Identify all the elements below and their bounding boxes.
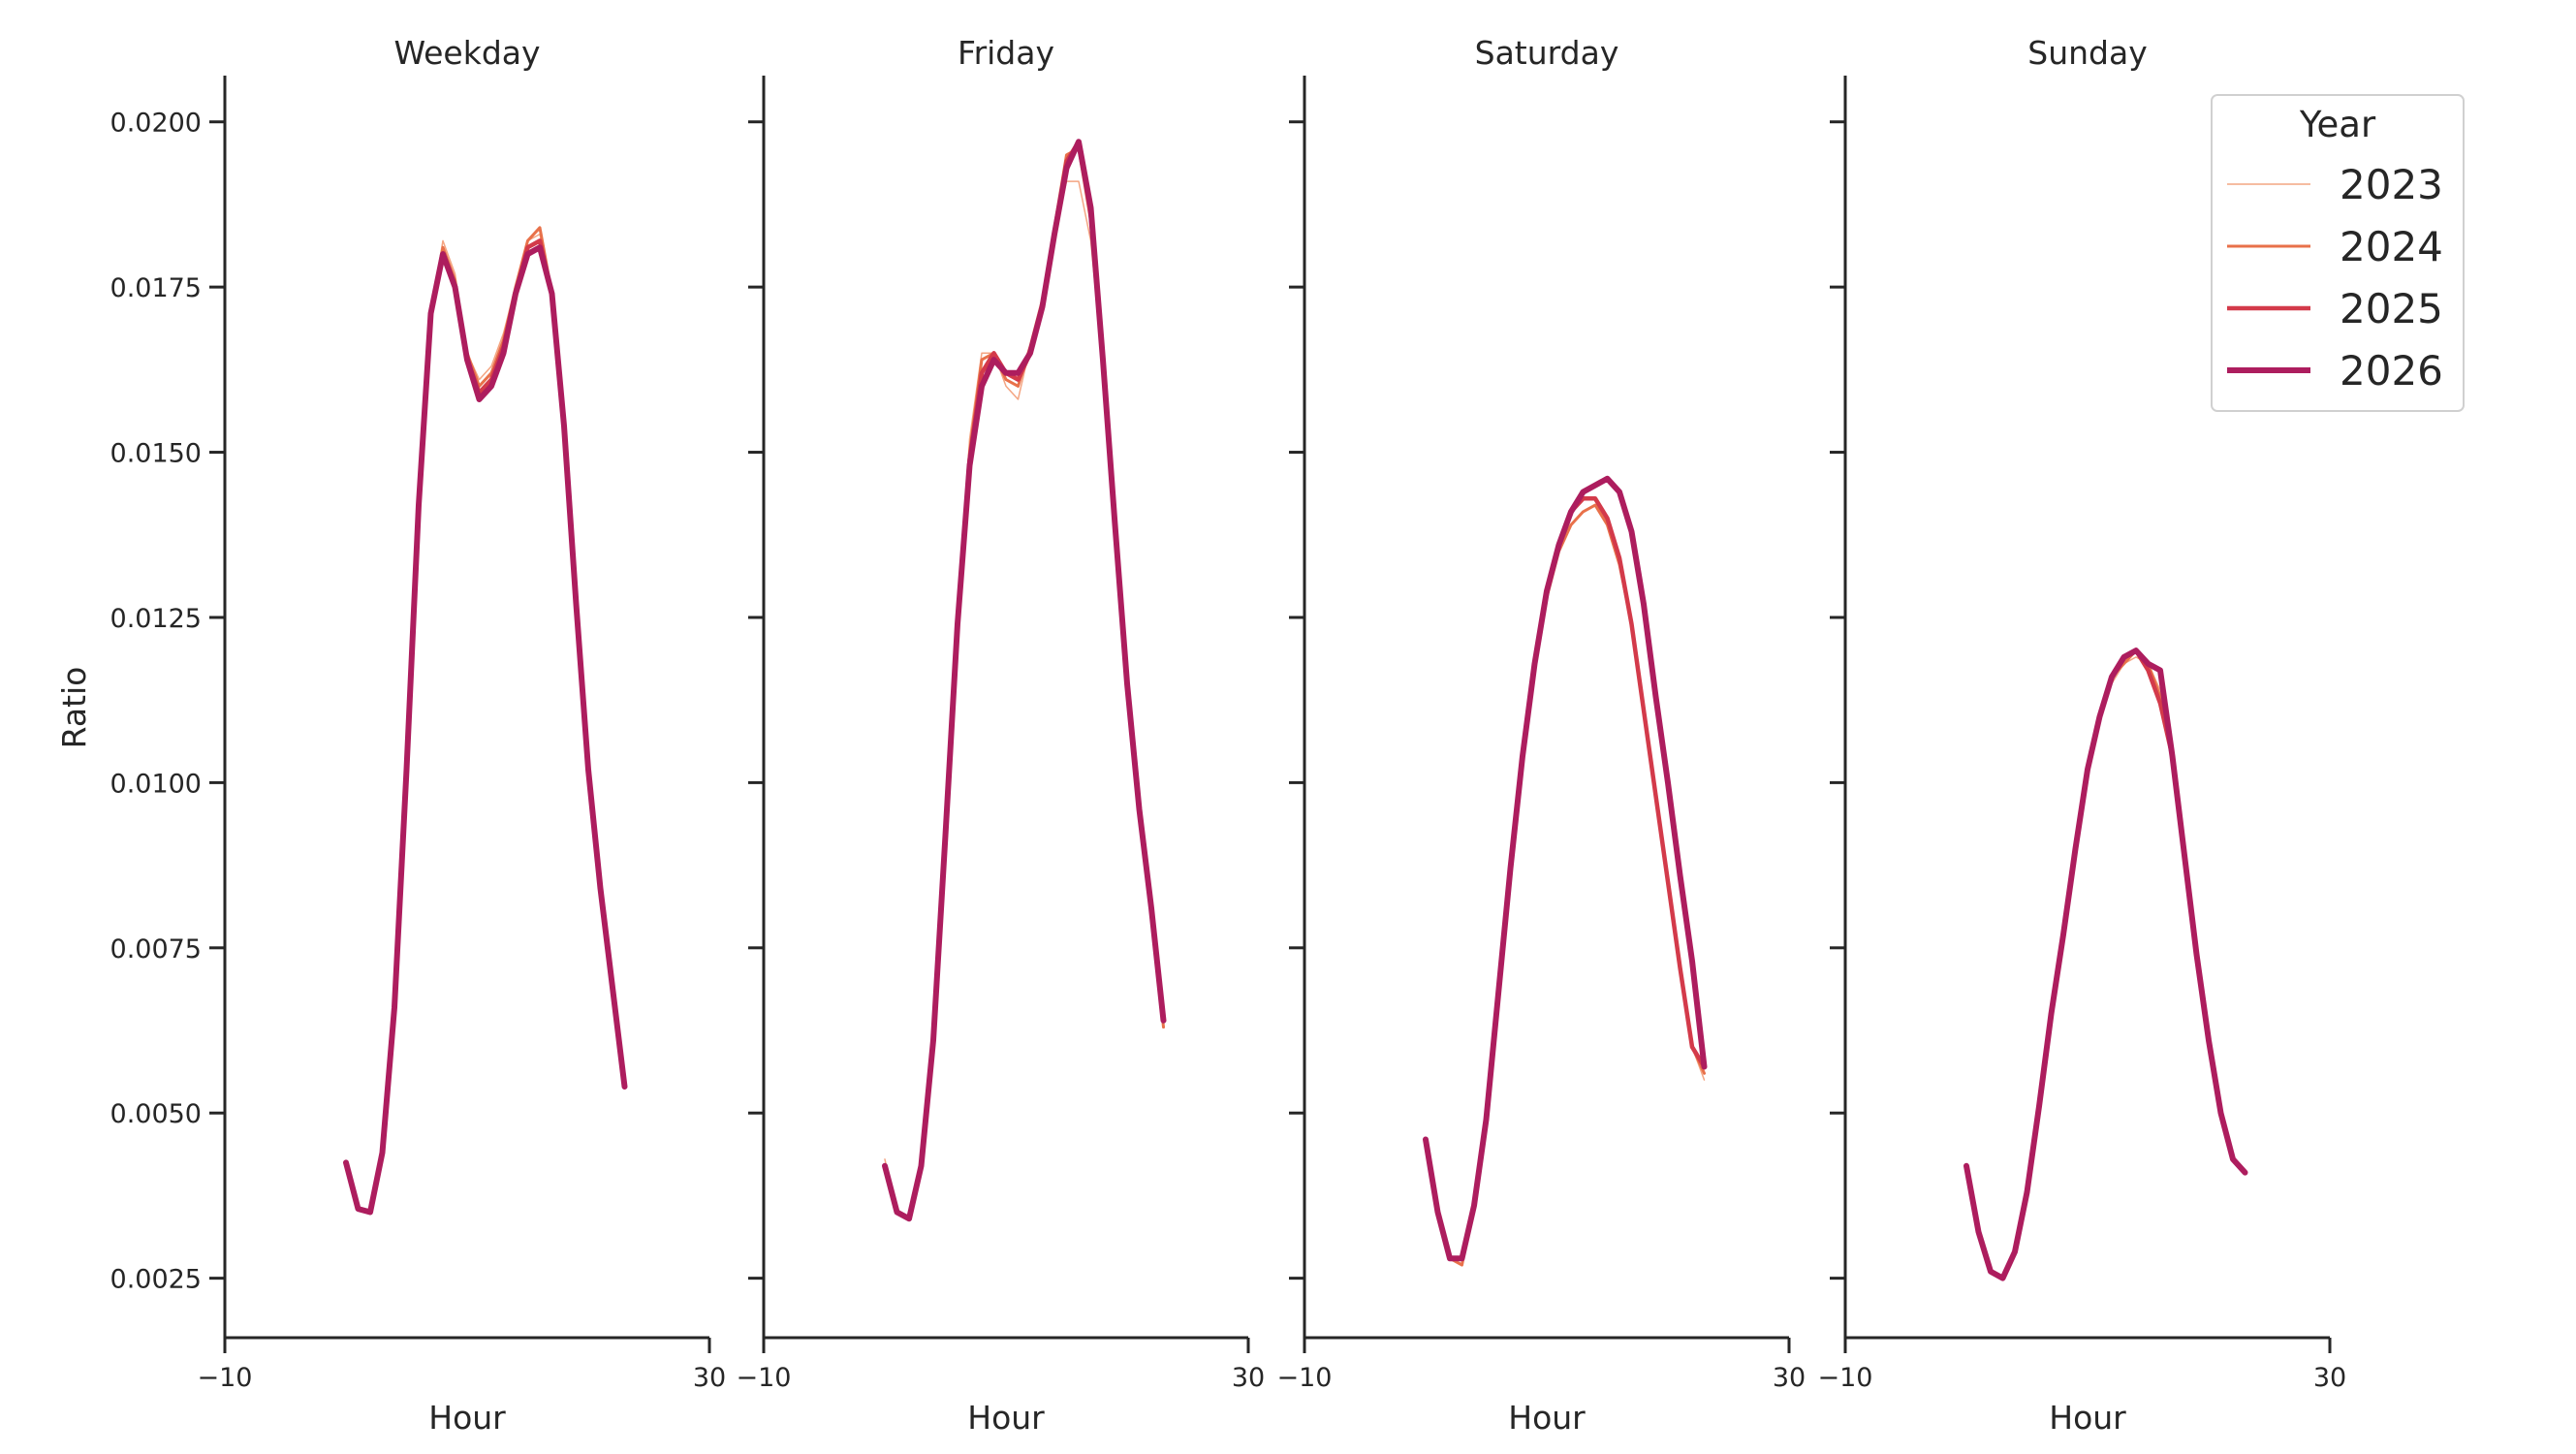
legend[interactable]: Year 2023 2024 2025 2026 — [2211, 94, 2465, 412]
x-tick-label: −10 — [198, 1363, 253, 1393]
legend-title: Year — [2299, 104, 2376, 145]
y-tick-label: 0.0100 — [110, 769, 202, 799]
series-line-2024 — [1964, 648, 2246, 1280]
series-line-2023 — [1965, 656, 2246, 1280]
series-line-2026 — [1423, 475, 1708, 1262]
x-tick-label: −10 — [1277, 1363, 1333, 1393]
panels: Weekday 0.0025 0.0050 0.0075 0.0100 0.0125 0.0… — [110, 34, 2347, 1437]
legend-entry-2025: 2025 — [2340, 285, 2443, 332]
legend-entry-2024: 2024 — [2340, 223, 2443, 270]
panel-title: Weekday — [393, 34, 540, 72]
y-tick-label: 0.0200 — [110, 109, 202, 139]
legend-box — [2211, 94, 2465, 412]
series-line-2025 — [882, 139, 1166, 1221]
x-axis-label: Hour — [428, 1399, 506, 1437]
legend-entry-2023: 2023 — [2340, 161, 2443, 208]
series-line-2025 — [1963, 648, 2247, 1280]
series-line-2023 — [1425, 504, 1706, 1259]
series-line-2026 — [1963, 648, 2248, 1281]
y-tick-label: 0.0175 — [110, 273, 202, 303]
panel-friday: Friday −10 30 Hour — [737, 34, 1266, 1437]
x-tick-label: 30 — [693, 1363, 726, 1393]
y-tick-label: 0.0050 — [110, 1099, 202, 1129]
panel-title: Sunday — [2027, 34, 2147, 72]
x-axis-label: Hour — [1508, 1399, 1586, 1437]
series-line-2025 — [1423, 496, 1707, 1261]
series-line-2024 — [1424, 503, 1706, 1267]
x-axis-label: Hour — [967, 1399, 1045, 1437]
x-axis-label: Hour — [2049, 1399, 2126, 1437]
y-tick-label: 0.0025 — [110, 1265, 202, 1295]
panel-title: Saturday — [1475, 34, 1619, 72]
series-line-2026 — [343, 244, 628, 1216]
y-axis-label: Ratio — [55, 667, 93, 749]
x-tick-label: 30 — [1232, 1363, 1265, 1393]
panel-sunday: Sunday −10 30 Hour — [1818, 34, 2347, 1437]
panel-saturday: Saturday −10 30 Hour — [1277, 34, 1806, 1437]
y-tick-label: 0.0075 — [110, 934, 202, 964]
x-tick-label: −10 — [737, 1363, 792, 1393]
legend-entry-2026: 2026 — [2340, 347, 2443, 395]
x-tick-label: 30 — [1773, 1363, 1806, 1393]
y-tick-label: 0.0150 — [110, 439, 202, 469]
panel-title: Friday — [958, 34, 1054, 72]
series-line-2026 — [882, 139, 1167, 1222]
x-tick-label: −10 — [1818, 1363, 1873, 1393]
panel-weekday: Weekday 0.0025 0.0050 0.0075 0.0100 0.0125 0.0… — [110, 34, 727, 1437]
y-tick-label: 0.0125 — [110, 604, 202, 634]
series-line-2023 — [884, 180, 1165, 1220]
series-line-2024 — [883, 146, 1165, 1220]
x-tick-label: 30 — [2313, 1363, 2346, 1393]
